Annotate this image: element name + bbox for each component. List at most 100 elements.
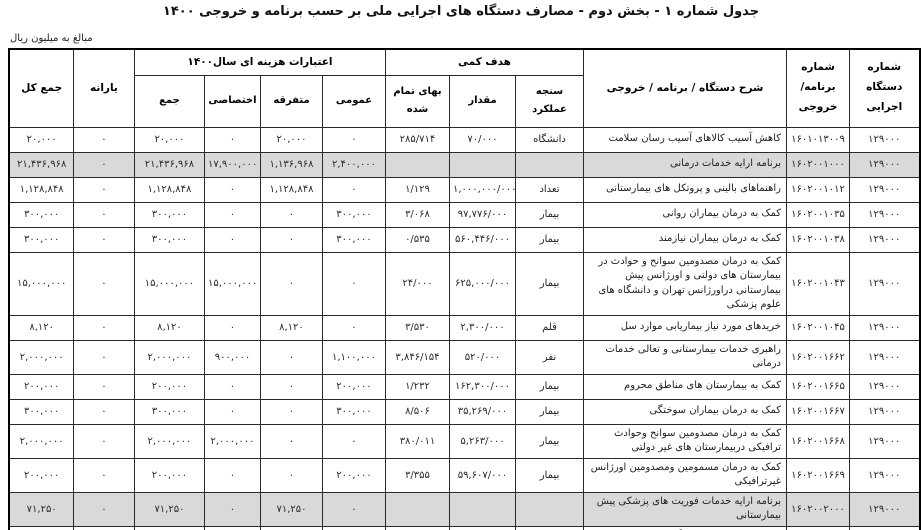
cell-description: کمک به درمان مصدومین سوانح و حوادث در بی…: [583, 251, 787, 316]
cell-dedicated-credit: ۰: [203, 314, 261, 341]
header-misc-credit: متفرقه: [259, 74, 323, 128]
cell-dedicated-credit: ۲,۰۰۰,۰۰۰: [203, 423, 261, 459]
table-header: شماره دستگاه اجرایی شماره برنامه/ خروجی …: [8, 48, 920, 128]
table-row: ۱۲۹۰۰۰ ۱۶۰۲۰۰۱۶۶۲ راهبری خدمات بیمارستان…: [8, 339, 920, 375]
cell-program-number: ۱۶۰۲۰۰۲۰۲۰: [786, 525, 850, 530]
cell-amount: ۳۵,۲۶۹/۰۰۰: [449, 398, 516, 425]
cell-misc-credit: ۰: [259, 457, 323, 493]
cell-program-number: ۱۶۰۲۰۰۱۶۶۲: [786, 339, 850, 375]
cell-agency-number: ۱۲۹۰۰۰: [849, 226, 920, 253]
cell-description: کمک به بیمارستان های مناطق محروم: [583, 373, 787, 400]
cell-description: کمک به درمان مصدومین سوانح وحوادث ترافیک…: [583, 423, 787, 459]
cell-misc-credit: ۸,۱۲۰: [259, 314, 323, 341]
cell-agency-number: ۱۲۹۰۰۰: [849, 201, 920, 228]
cell-description: برنامه ارایه خدمات درمانی: [583, 151, 787, 178]
table-row: ۱۲۹۰۰۰ ۱۶۰۲۰۰۱۰۳۵ کمک به درمان بیماران ر…: [8, 201, 920, 228]
cell-cost: ۳/۵۳۰: [384, 314, 451, 341]
cell-cost: ۳۸۰/۰۱۱: [384, 423, 451, 459]
table-row: ۱۲۹۰۰۰ ۱۶۰۲۰۰۲۰۰۰ برنامه ارایه خدمات فور…: [8, 491, 920, 527]
cell-total-credit: ۳۰۰,۰۰۰: [133, 398, 205, 425]
cell-dedicated-credit: ۱۵,۰۰۰,۰۰۰: [203, 251, 261, 316]
page-title: جدول شماره ۱ - بخش دوم - مصارف دستگاه ها…: [162, 4, 760, 19]
cell-general-credit: ۱,۱۰۰,۰۰۰: [321, 339, 386, 375]
cell-total-credit: ۲۰۰,۰۰۰: [133, 457, 205, 493]
cell-agency-number: ۱۲۹۰۰۰: [849, 339, 920, 375]
cell-subsidy: ۰: [72, 126, 135, 153]
cell-description: کمک به درمان بیماران سوختگی: [583, 398, 787, 425]
cell-program-number: ۱۶۰۲۰۰۱۰۴۵: [786, 314, 850, 341]
cell-total-credit: ۲۰۰,۰۰۰: [133, 373, 205, 400]
unit-note: مبالغ به میلیون ریال: [10, 33, 93, 44]
cell-misc-credit: ۲۰,۰۰۰: [259, 126, 323, 153]
cell-cost: [384, 491, 451, 527]
cell-cost: ۸/۵۰۶: [384, 398, 451, 425]
cell-subsidy: ۰: [72, 314, 135, 341]
cell-misc-credit: ۰: [259, 398, 323, 425]
cell-grand-total: ۱,۱۲۸,۸۴۸: [8, 176, 74, 203]
cell-agency-number: ۱۲۹۰۰۰: [849, 525, 920, 530]
cell-grand-total: ۳۰۰,۰۰۰: [8, 201, 74, 228]
cell-total-credit: ۲,۰۰۰,۰۰۰: [133, 339, 205, 375]
cell-performance-measure: قلم: [515, 314, 584, 341]
cell-subsidy: ۰: [72, 373, 135, 400]
cell-subsidy: ۰: [72, 339, 135, 375]
cell-dedicated-credit: ۰: [203, 201, 261, 228]
cell-misc-credit: ۰: [259, 251, 323, 316]
cell-cost: ۷/۱۲۵: [384, 525, 451, 530]
cell-grand-total: ۳۰۰,۰۰۰: [8, 398, 74, 425]
cell-grand-total: ۲۰۰,۰۰۰: [8, 373, 74, 400]
cell-grand-total: ۲,۰۰۰,۰۰۰: [8, 423, 74, 459]
cell-performance-measure: بیمار: [515, 201, 584, 228]
cell-program-number: ۱۶۰۲۰۰۱۰۴۳: [786, 251, 850, 316]
cell-performance-measure: بیمار: [515, 251, 584, 316]
cell-subsidy: ۰: [72, 226, 135, 253]
cell-cost: ۳/۰۶۸: [384, 201, 451, 228]
cell-amount: ۶۲۵,۰۰۰/۰۰۰: [449, 251, 516, 316]
table-row: ۱۲۹۰۰۰ ۱۶۰۲۰۰۱۰۱۲ راهنماهای بالینی و پرو…: [8, 176, 920, 203]
cell-cost: ۱/۲۳۲: [384, 373, 451, 400]
table-row: ۱۲۹۰۰۰ ۱۶۰۲۰۰۱۰۴۵ خریدهای مورد نیاز بیما…: [8, 314, 920, 341]
cell-agency-number: ۱۲۹۰۰۰: [849, 176, 920, 203]
cell-program-number: ۱۶۰۲۰۰۱۰۱۲: [786, 176, 850, 203]
cell-subsidy: ۰: [72, 491, 135, 527]
cell-grand-total: ۸,۱۲۰: [8, 314, 74, 341]
cell-performance-measure: نفر: [515, 339, 584, 375]
cell-dedicated-credit: ۰: [203, 226, 261, 253]
cell-amount: ۵۹,۶۰۷/۰۰۰: [449, 457, 516, 493]
table-row: ۱۲۹۰۰۰ ۱۶۰۲۰۰۱۶۶۸ کمک به درمان مصدومین س…: [8, 423, 920, 459]
cell-agency-number: ۱۲۹۰۰۰: [849, 314, 920, 341]
cell-cost: ۲۸۵/۷۱۴: [384, 126, 451, 153]
cell-description: کمک به درمان بیماران نیازمند: [583, 226, 787, 253]
cell-subsidy: ۰: [72, 151, 135, 178]
cell-subsidy: ۰: [72, 398, 135, 425]
cell-amount: ۱۰,۰۰۰/۰۰۰: [449, 525, 516, 530]
cell-subsidy: ۰: [72, 176, 135, 203]
cell-agency-number: ۱۲۹۰۰۰: [849, 151, 920, 178]
cell-misc-credit: ۱,۱۳۶,۹۶۸: [259, 151, 323, 178]
table-row: ۱۲۹۰۰۰ ۱۶۰۲۰۰۱۶۶۷ کمک به درمان بیماران س…: [8, 398, 920, 425]
cell-cost: ۳,۸۴۶/۱۵۴: [384, 339, 451, 375]
cell-misc-credit: ۰: [259, 423, 323, 459]
cell-general-credit: ۰: [321, 525, 386, 530]
cell-program-number: ۱۶۰۱۰۱۳۰۰۹: [786, 126, 850, 153]
cell-description: کاهش آسیب کالاهای آسیب رسان سلامت: [583, 126, 787, 153]
cell-amount: [449, 151, 516, 178]
cell-misc-credit: ۷۱,۲۵۰: [259, 491, 323, 527]
cell-total-credit: ۷۱,۲۵۰: [133, 525, 205, 530]
cell-subsidy: ۰: [72, 251, 135, 316]
cell-dedicated-credit: ۰: [203, 457, 261, 493]
cell-agency-number: ۱۲۹۰۰۰: [849, 126, 920, 153]
cell-description: کمک به درمان بیماران روانی: [583, 201, 787, 228]
table-row: ۱۲۹۰۰۰ ۱۶۰۲۰۰۱۰۳۸ کمک به درمان بیماران ن…: [8, 226, 920, 253]
table-row: ۱۲۹۰۰۰ ۱۶۰۲۰۰۱۶۶۹ کمک به درمان مسمومین و…: [8, 457, 920, 493]
header-group-quantitative-goal: هدف کمی: [384, 48, 585, 76]
cell-grand-total: ۷۱,۲۵۰: [8, 525, 74, 530]
cell-agency-number: ۱۲۹۰۰۰: [849, 398, 920, 425]
cell-misc-credit: ۰: [259, 226, 323, 253]
cell-dedicated-credit: ۰: [203, 373, 261, 400]
cell-cost: ۰/۵۳۵: [384, 226, 451, 253]
cell-total-credit: ۳۰۰,۰۰۰: [133, 226, 205, 253]
cell-general-credit: ۰: [321, 491, 386, 527]
cell-general-credit: ۰: [321, 314, 386, 341]
